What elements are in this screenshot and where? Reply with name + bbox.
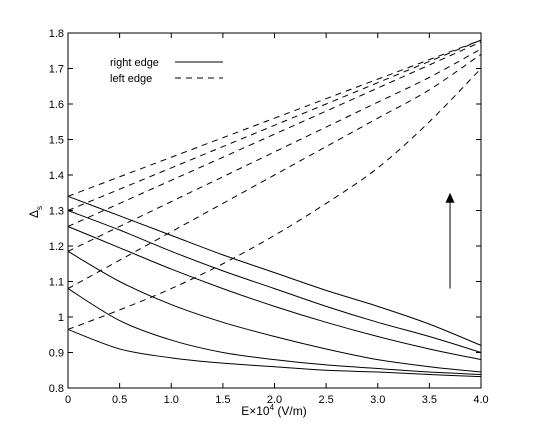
x-tick-label: 3.5 [422, 394, 437, 406]
left-edge-curve [67, 39, 482, 211]
right-edge-curve [67, 210, 482, 353]
series-lines [67, 39, 482, 378]
axis-ticks: 0 0.5 1.0 1.5 2.0 2.5 3.0 3.5 4.0 0.8 0.9 1 1.1 1.2 1.… [49, 28, 489, 406]
right-edge-curve [67, 226, 482, 361]
y-tick-label: 1.8 [49, 28, 64, 40]
y-tick-label: 0.8 [49, 383, 64, 395]
right-edge-curve [67, 195, 482, 346]
x-tick-label: 4.0 [473, 394, 488, 406]
y-axis-label: Δs [27, 206, 44, 218]
trend-arrow-head [445, 192, 455, 203]
plot-frame [67, 32, 482, 389]
x-tick-label: 2.5 [318, 394, 333, 406]
x-tick-label: 0.5 [112, 394, 127, 406]
legend-label-right-edge: right edge [110, 57, 159, 69]
legend: right edge left edge [110, 57, 223, 85]
left-edge-curve [67, 53, 482, 290]
right-edge-curve [67, 328, 482, 378]
y-tick-label: 1.2 [49, 241, 64, 253]
plot-area: 0 0.5 1.0 1.5 2.0 2.5 3.0 3.5 4.0 0.8 0.9 1 1.1 1.2 1.… [49, 28, 489, 406]
y-tick-label: 1.1 [49, 277, 64, 289]
y-tick-label: 1 [58, 312, 64, 324]
y-tick-label: 1.4 [49, 170, 64, 182]
x-tick-label: 1.0 [164, 394, 179, 406]
left-edge-curve [67, 41, 482, 227]
y-tick-label: 1.5 [49, 135, 64, 147]
y-tick-label: 1.3 [49, 206, 64, 218]
y-tick-label: 0.9 [49, 348, 64, 360]
x-axis-label: E×104 (V/m) [241, 403, 306, 418]
x-tick-label: 3.0 [370, 394, 385, 406]
x-tick-label: 0 [65, 394, 71, 406]
annotations [445, 192, 455, 289]
right-edge-curve [67, 288, 482, 376]
left-edge-curve [67, 39, 482, 197]
right-edge-curve [67, 250, 482, 373]
x-tick-label: 2.0 [267, 394, 282, 406]
y-tick-label: 1.7 [49, 64, 64, 76]
x-tick-label: 1.5 [215, 394, 230, 406]
legend-label-left-edge: left edge [110, 73, 152, 85]
y-tick-label: 1.6 [49, 99, 64, 111]
